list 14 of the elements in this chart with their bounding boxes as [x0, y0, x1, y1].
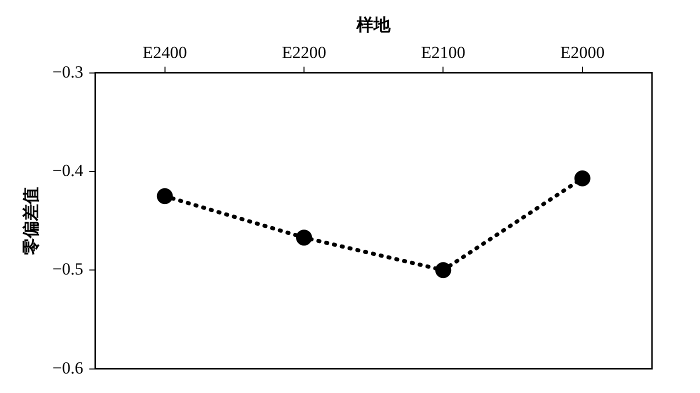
y-tick-label: −0.6 [52, 358, 84, 378]
x-tick-label: E2200 [282, 43, 326, 62]
y-tick-label: −0.4 [52, 160, 84, 180]
y-tick-label: −0.5 [52, 260, 84, 279]
x-axis-title: 样地 [356, 16, 392, 36]
x-tick-label: E2100 [421, 43, 466, 62]
point [156, 188, 173, 204]
y-tick-label: −0.3 [52, 62, 84, 82]
x-tick-label: E2000 [560, 43, 605, 62]
point [435, 262, 452, 278]
point [574, 170, 590, 186]
point [296, 230, 312, 246]
x-tick-label: E2400 [142, 43, 188, 62]
y-axis-title: 零偏差值 [22, 186, 42, 256]
